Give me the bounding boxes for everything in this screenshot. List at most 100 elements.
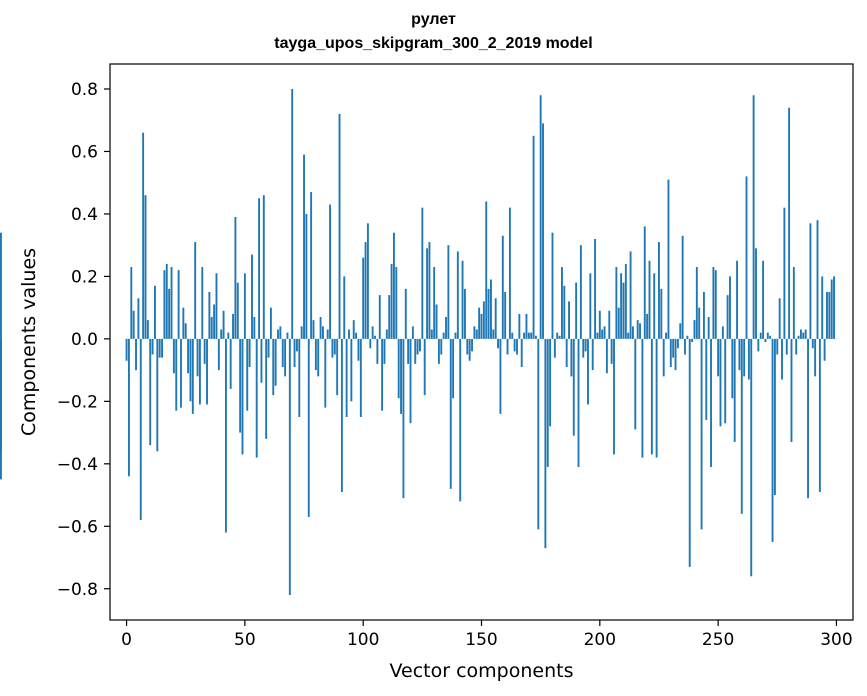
- bar-129: [430, 329, 433, 339]
- bar-167: [520, 338, 523, 367]
- bar-281: [790, 338, 793, 442]
- bar-10: [149, 338, 152, 446]
- bar-238: [688, 338, 691, 567]
- bar-243: [700, 338, 703, 530]
- bar-267: [757, 338, 760, 352]
- bar-127: [426, 248, 429, 339]
- bar-102: [366, 223, 369, 339]
- bar-239: [691, 338, 694, 342]
- bar-148: [475, 329, 478, 339]
- bar-47: [236, 282, 239, 339]
- bar-241: [695, 267, 698, 339]
- bar-141: [459, 338, 462, 502]
- bar-113: [393, 232, 395, 339]
- bar-38: [215, 273, 218, 339]
- x-tick-label-300: 300: [820, 630, 852, 650]
- bar-17: [165, 263, 168, 339]
- bar-208: [617, 307, 620, 339]
- bar-277: [781, 338, 783, 380]
- bar-68: [286, 332, 289, 339]
- bar-225: [658, 242, 660, 339]
- bar-133: [440, 338, 443, 355]
- bar-182: [556, 332, 559, 339]
- bar-61: [269, 307, 272, 339]
- bar-209: [620, 273, 623, 339]
- bar-142: [461, 260, 464, 339]
- bar-116: [400, 338, 402, 414]
- bar-78: [310, 192, 313, 339]
- bar-48: [239, 338, 242, 433]
- bar-194: [584, 338, 587, 352]
- bar-18: [168, 288, 171, 339]
- bar-28: [191, 338, 194, 414]
- bar-258: [736, 260, 738, 339]
- bar-263: [747, 338, 750, 380]
- bar-35: [208, 292, 211, 339]
- x-axis-label: Vector components: [390, 660, 574, 682]
- bar-14: [158, 338, 161, 358]
- bar-119: [407, 338, 410, 364]
- bar-214: [631, 326, 634, 339]
- bar-218: [641, 338, 644, 458]
- bar-221: [648, 260, 651, 339]
- bar-262: [745, 176, 748, 339]
- bar-100: [362, 257, 365, 339]
- bar-8: [144, 195, 147, 339]
- y-tick-label-6: 0.4: [71, 205, 98, 225]
- bar-187: [568, 301, 570, 339]
- bar-97: [355, 332, 358, 339]
- bar-75: [303, 154, 305, 339]
- bar-65: [279, 326, 282, 339]
- bar-283: [795, 338, 798, 355]
- bar-247: [710, 338, 712, 467]
- bar-152: [485, 201, 488, 339]
- bar-288: [807, 338, 809, 499]
- bar-95: [350, 338, 353, 402]
- bar-234: [679, 323, 682, 339]
- bar-159: [501, 235, 504, 339]
- bar-1: [127, 338, 130, 477]
- bar-276: [778, 298, 781, 339]
- bar-270: [764, 338, 767, 342]
- y-tick-label-8: 0.8: [71, 80, 98, 100]
- bar-140: [456, 251, 459, 339]
- bar-77: [307, 338, 310, 517]
- chart-title-line-2: tayga_upos_skipgram_300_2_2019 model: [274, 35, 593, 52]
- bar-211: [624, 263, 627, 339]
- bar-245: [705, 338, 708, 421]
- bar-74: [300, 326, 303, 339]
- bar-51: [246, 338, 249, 411]
- bar-101: [364, 242, 367, 339]
- bar-26: [187, 338, 190, 374]
- bar-112: [390, 263, 393, 339]
- bar-232: [674, 338, 677, 371]
- bar-2: [130, 267, 133, 339]
- bar-154: [490, 279, 492, 339]
- bar-236: [684, 338, 686, 355]
- bar-50: [243, 273, 246, 339]
- bar-64: [277, 329, 279, 339]
- bar-227: [662, 338, 665, 377]
- bar-59: [265, 338, 268, 439]
- bar-150: [480, 313, 483, 339]
- bar-124: [419, 338, 421, 352]
- bar-193: [582, 338, 585, 358]
- y-tick-label-0: −0.8: [57, 580, 98, 600]
- bar-106: [376, 338, 379, 364]
- bar-186: [565, 338, 568, 367]
- bar-164: [513, 338, 516, 352]
- bar-291: [814, 338, 817, 377]
- bar-13: [156, 338, 159, 452]
- bar-181: [553, 338, 556, 358]
- bar-89: [336, 338, 339, 396]
- bar-185: [563, 285, 566, 339]
- bar-265: [752, 95, 755, 339]
- bar-21: [175, 338, 178, 411]
- x-tick-label-250: 250: [702, 630, 734, 650]
- bar-195: [587, 338, 589, 405]
- bar-31: [198, 338, 201, 405]
- bar-24: [182, 307, 185, 339]
- bar-292: [816, 220, 819, 339]
- bar-278: [783, 207, 786, 339]
